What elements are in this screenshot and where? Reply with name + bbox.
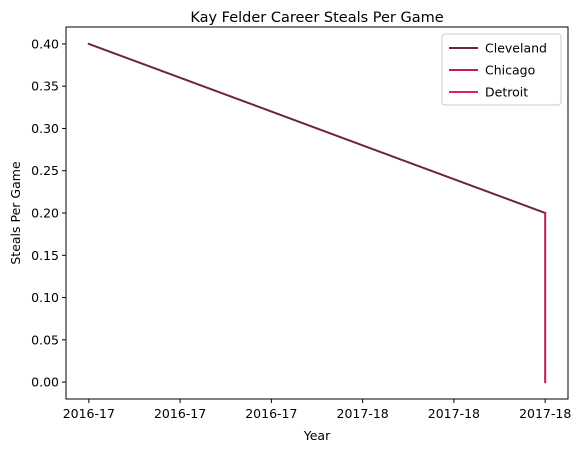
y-tick-label: 0.20	[31, 206, 59, 221]
legend-label-cleveland: Cleveland	[485, 41, 547, 56]
chart-title: Kay Felder Career Steals Per Game	[190, 10, 443, 26]
legend: Cleveland Chicago Detroit	[441, 33, 562, 106]
y-axis-label: Steals Per Game	[8, 161, 23, 265]
y-tick-label: 0.30	[31, 121, 59, 136]
x-tick-label: 2016-17	[245, 406, 297, 421]
x-axis: 2016-17 2016-17 2016-17 2017-18 2017-18 2017-…	[63, 399, 571, 421]
legend-label-detroit: Detroit	[485, 85, 528, 100]
series-line-cleveland	[87, 42, 547, 215]
y-tick-label: 0.10	[31, 290, 59, 305]
y-tick-label: 0.15	[31, 248, 59, 263]
y-tick-label: 0.00	[31, 375, 59, 390]
y-tick-label: 0.35	[31, 79, 59, 94]
series-layer	[87, 42, 547, 384]
y-tick-label: 0.05	[31, 332, 59, 347]
x-axis-label: Year	[303, 428, 331, 443]
y-tick-label: 0.40	[31, 36, 59, 51]
legend-label-chicago: Chicago	[485, 63, 535, 78]
x-tick-label: 2016-17	[154, 406, 206, 421]
y-tick-label: 0.25	[31, 163, 59, 178]
x-tick-label: 2016-17	[63, 406, 115, 421]
y-axis: 0.00 0.05 0.10 0.15 0.20 0.25 0.30 0.35 0.40	[31, 36, 66, 390]
x-tick-label: 2017-18	[428, 406, 480, 421]
x-tick-label: 2017-18	[337, 406, 389, 421]
legend-frame	[441, 33, 562, 106]
x-tick-label: 2017-18	[519, 406, 571, 421]
